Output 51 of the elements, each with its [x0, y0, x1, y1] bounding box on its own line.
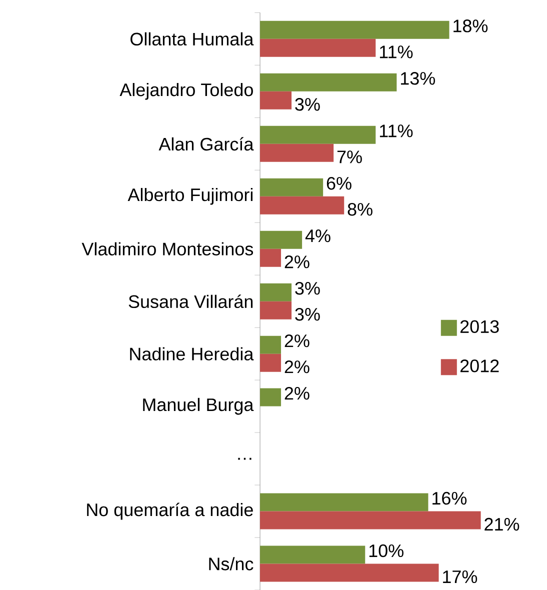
bar — [260, 20, 450, 39]
bar — [260, 126, 376, 144]
data-label: 2% — [285, 256, 310, 268]
bar — [260, 91, 292, 110]
bar — [260, 493, 428, 512]
data-label: 4% — [306, 230, 331, 242]
y-tick-label: No quemaría a nadie — [87, 502, 254, 520]
bar — [260, 336, 282, 354]
bar — [260, 283, 292, 302]
data-label: 6% — [327, 176, 352, 190]
data-label: 2% — [285, 386, 310, 400]
bar — [260, 388, 282, 406]
bar — [260, 546, 366, 564]
data-label: 3% — [295, 98, 320, 111]
data-label: 13% — [401, 72, 436, 85]
bar — [260, 196, 344, 214]
data-label: 3% — [295, 282, 320, 295]
bar — [260, 564, 439, 582]
y-tick-label: Vladimiro Montesinos — [82, 242, 254, 256]
y-tick-label: … — [238, 458, 252, 460]
data-label: 11% — [380, 46, 413, 58]
bar — [260, 511, 481, 530]
y-tick-label: Alberto Fujimori — [128, 188, 253, 205]
data-label: 18% — [454, 20, 488, 32]
y-tick-label: Alejandro Toledo — [120, 83, 254, 100]
bar — [260, 73, 397, 92]
y-tick-label: Alan García — [158, 137, 254, 151]
data-label: 16% — [432, 492, 467, 505]
y-tick-label: Susana Villarán — [128, 294, 253, 308]
data-label: 8% — [348, 202, 373, 216]
bar — [260, 248, 282, 267]
y-tick-label: Ns/nc — [209, 557, 254, 570]
y-tick-label: Ollanta Humala — [130, 32, 254, 46]
bar — [260, 178, 324, 196]
data-label: 21% — [484, 518, 520, 531]
bar — [260, 144, 334, 162]
data-label: 10% — [370, 544, 404, 558]
data-label: 2% — [285, 334, 310, 348]
data-label: 11% — [380, 124, 413, 138]
bar — [260, 301, 292, 320]
bar — [260, 38, 376, 57]
y-tick-label: Nadine Heredia — [130, 347, 254, 360]
legend-label: 2012 — [460, 360, 499, 372]
data-label: 17% — [443, 570, 478, 584]
data-label: 3% — [295, 308, 320, 321]
data-label: 2% — [285, 360, 310, 374]
bar — [260, 354, 282, 372]
bar — [260, 230, 302, 249]
data-label: 7% — [338, 150, 362, 164]
legend-label: 2013 — [460, 320, 499, 333]
y-tick-label: Manuel Burga — [143, 398, 254, 415]
